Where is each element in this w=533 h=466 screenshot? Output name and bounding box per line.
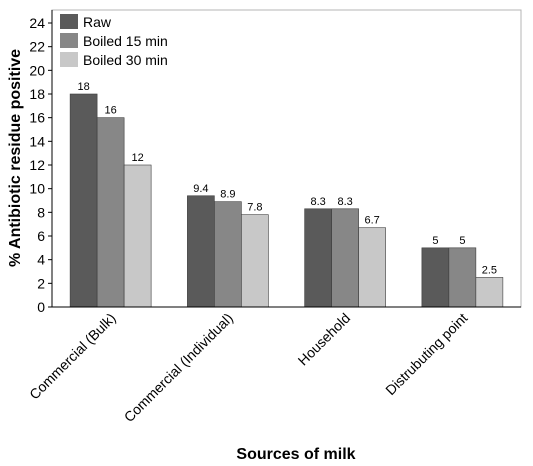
y-tick-label: 10 [29, 181, 45, 197]
legend-swatch [60, 52, 78, 67]
legend: Raw Boiled 15 min Boiled 30 min [60, 14, 168, 68]
bar-data-label: 16 [105, 105, 117, 117]
bar [448, 247, 477, 308]
x-tick-label: Commercial (Bulk) [26, 310, 119, 403]
data-labels-group: 18 16 12 9.4 8.9 7.8 8.3 8.3 6.7 5 5 2.5 [78, 81, 498, 276]
legend-swatch [60, 14, 78, 29]
bar-data-label: 9.4 [193, 183, 208, 195]
bar [69, 93, 98, 308]
y-tick-label: 16 [29, 110, 45, 126]
y-tick-label: 2 [37, 275, 45, 291]
x-tick-label: Distrubuting point [382, 310, 470, 398]
y-tick-label: 12 [29, 157, 45, 173]
legend-label: Raw [83, 14, 112, 30]
bar-data-label: 8.3 [337, 196, 352, 208]
bar [475, 277, 504, 308]
x-tick-label: Household [295, 310, 354, 369]
x-axis-title: Sources of milk [236, 446, 355, 463]
y-tick-label: 0 [37, 299, 45, 315]
y-tick-label: 8 [37, 204, 45, 220]
legend-label: Boiled 30 min [83, 52, 168, 68]
bar [331, 208, 359, 308]
bar [304, 208, 332, 308]
bar [123, 164, 152, 308]
y-tick-label: 18 [29, 86, 45, 102]
bar-data-label: 5 [459, 235, 465, 247]
y-axis-title: % Antibiotic residue positive [7, 49, 24, 267]
bar-data-label: 5 [432, 235, 438, 247]
bar [187, 195, 215, 308]
bar [421, 247, 450, 308]
x-axis: Commercial (Bulk) Commercial (Individual)… [26, 306, 521, 425]
bar-data-label: 12 [132, 152, 144, 164]
bar [241, 214, 269, 308]
bar-data-label: 6.7 [364, 215, 379, 227]
y-tick-label: 24 [29, 15, 45, 31]
bar-data-label: 8.9 [220, 189, 235, 201]
bars-group [69, 93, 504, 308]
bar-data-label: 18 [78, 81, 90, 93]
x-tick-label: Commercial (Individual) [121, 310, 236, 425]
y-tick-label: 6 [37, 228, 45, 244]
bar [96, 117, 125, 308]
bar-data-label: 2.5 [482, 264, 497, 276]
legend-label: Boiled 15 min [83, 33, 168, 49]
bar-data-label: 7.8 [247, 202, 262, 214]
y-tick-label: 4 [37, 252, 45, 268]
bar [358, 227, 386, 308]
y-tick-label: 14 [29, 133, 45, 149]
legend-swatch [60, 33, 78, 48]
y-tick-label: 22 [29, 39, 45, 55]
bar-data-label: 8.3 [310, 196, 325, 208]
bar [214, 201, 242, 308]
y-tick-label: 20 [29, 62, 45, 78]
